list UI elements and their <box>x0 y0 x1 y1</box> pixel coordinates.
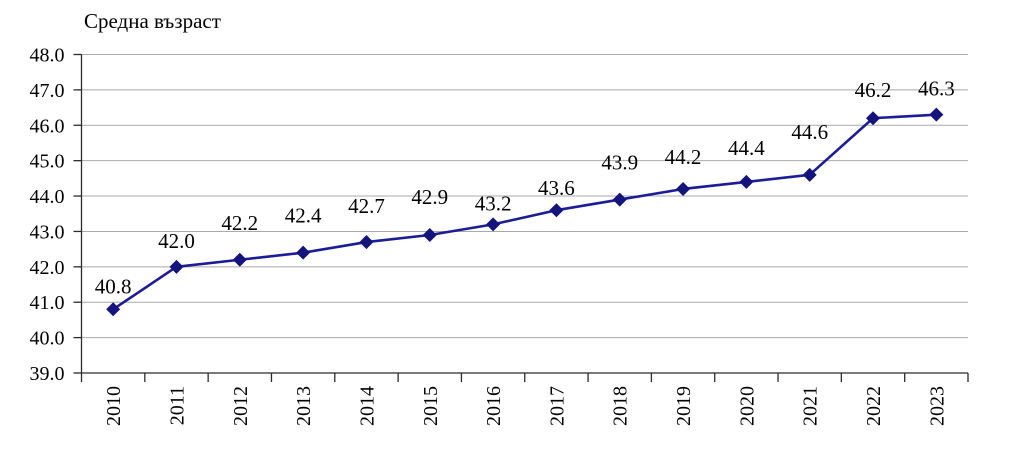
y-tick-label: 45.0 <box>30 151 65 173</box>
data-label: 43.9 <box>601 151 638 175</box>
x-tick-label: 2022 <box>863 386 885 426</box>
data-label: 43.6 <box>538 176 575 200</box>
data-point-marker <box>866 111 881 126</box>
series-line <box>111 113 938 311</box>
x-tick-label: 2014 <box>356 386 378 426</box>
data-label: 42.7 <box>348 194 385 218</box>
data-point-marker <box>106 302 121 317</box>
x-tick-label: 2023 <box>926 386 948 426</box>
data-label: 46.3 <box>918 77 955 101</box>
x-tick-label: 2021 <box>800 386 822 426</box>
data-label: 42.9 <box>411 185 448 209</box>
data-point-marker <box>169 259 184 274</box>
data-label: 44.2 <box>665 145 702 169</box>
x-tick-label: 2019 <box>673 386 695 426</box>
data-point-marker <box>232 252 247 267</box>
x-tick-label: 2010 <box>103 386 125 426</box>
data-point-marker <box>676 181 691 196</box>
data-label: 43.2 <box>475 191 512 215</box>
x-tick-label: 2020 <box>736 386 758 426</box>
data-label: 42.4 <box>285 204 322 228</box>
y-tick-label: 44.0 <box>30 186 65 208</box>
data-label: 44.4 <box>728 136 765 160</box>
data-point-marker <box>739 174 754 189</box>
data-point-marker <box>296 245 311 260</box>
data-label: 42.0 <box>158 229 195 253</box>
y-tick-label: 40.0 <box>30 328 65 350</box>
x-tick-label: 2011 <box>166 386 188 425</box>
y-tick-label: 41.0 <box>30 292 65 314</box>
y-tick-label: 42.0 <box>30 257 65 279</box>
data-point-marker <box>802 167 817 182</box>
y-tick-label: 46.0 <box>30 115 65 137</box>
data-label: 42.2 <box>221 211 258 235</box>
data-label: 40.8 <box>95 274 132 298</box>
chart-title: Средна възраст <box>84 9 221 33</box>
x-tick-label: 2016 <box>483 386 505 426</box>
x-tick-label: 2017 <box>546 386 568 426</box>
x-tick-label: 2013 <box>293 386 315 426</box>
data-label: 46.2 <box>855 78 892 102</box>
x-tick-label: 2012 <box>230 386 252 426</box>
y-tick-label: 43.0 <box>30 221 65 243</box>
y-tick-label: 47.0 <box>30 80 65 102</box>
data-point-marker <box>612 192 627 207</box>
data-point-marker <box>486 217 501 232</box>
y-tick-label: 48.0 <box>30 45 65 67</box>
x-tick-label: 2015 <box>420 386 442 426</box>
data-point-marker <box>549 203 564 218</box>
data-point-marker <box>929 107 944 122</box>
x-tick-label: 2018 <box>610 386 632 426</box>
data-label: 44.6 <box>791 120 828 144</box>
data-point-marker <box>422 227 437 242</box>
data-point-marker <box>359 235 374 250</box>
y-tick-label: 39.0 <box>30 363 65 385</box>
